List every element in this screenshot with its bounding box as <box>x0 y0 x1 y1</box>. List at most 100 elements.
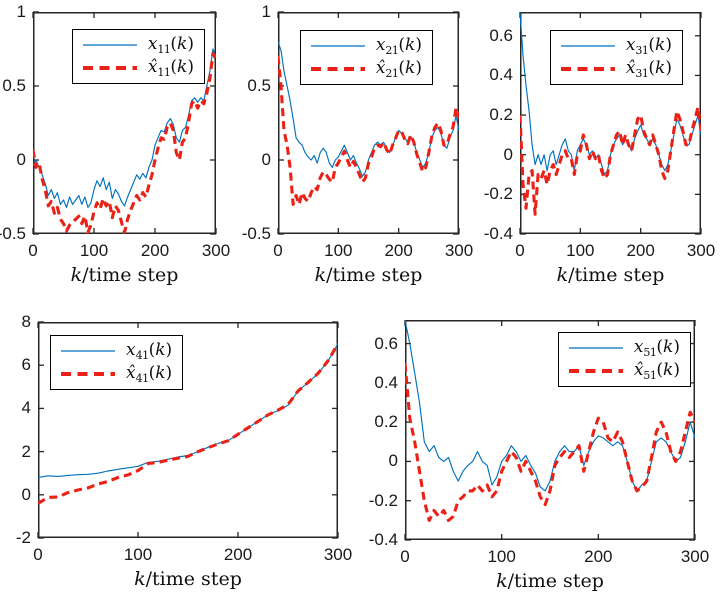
legend-label-x11(k): x11(k) <box>147 33 194 56</box>
dashed-line-sample-icon <box>560 67 615 71</box>
ytick-label-x21: 0 <box>261 150 271 169</box>
ytick-label-x41: 8 <box>21 312 31 331</box>
ytick-label-x51: -0.4 <box>368 530 398 549</box>
xtick-label-x51: 200 <box>584 547 613 566</box>
ytick-label-x31: 0.2 <box>489 105 513 125</box>
xtick-label-x21: 100 <box>324 241 353 260</box>
xlabel-var: k <box>134 568 146 590</box>
legend-label-xhat51(k): x̂51(k) <box>633 359 680 382</box>
subplot-x21: k/time step x21(k) x̂21(k) 1 0.5 0 -0.5 0 100 2… <box>242 2 473 286</box>
dashed-line-sample-icon <box>310 67 365 71</box>
solid-line-sample-icon <box>568 347 623 349</box>
legend-entry-x41(k): x41(k) <box>59 340 172 362</box>
series-xhat31(k) <box>520 105 701 216</box>
xtick-label-x41: 0 <box>33 545 43 564</box>
xtick-label-x21: 0 <box>273 241 283 260</box>
legend-label-xhat11(k): x̂11(k) <box>147 56 194 79</box>
axes-x21 <box>277 11 460 235</box>
subplot-x11: k/time step x11(k)x̂11(k) 10.50-0.501002… <box>0 2 230 286</box>
xtick-label-x41: 100 <box>123 545 153 564</box>
xlabel-rest: /time step <box>326 264 423 286</box>
xtick-label-x51: 0 <box>400 547 410 566</box>
legend-entry-x51(k): x51(k) <box>567 337 680 359</box>
legend-label-x31(k): x31(k) <box>625 34 672 57</box>
ytick-label-x31: 0.4 <box>489 65 513 85</box>
axes-box-x51 <box>405 320 695 540</box>
solid-line-sample-icon <box>310 45 365 47</box>
legend-x31: x31(k) x̂31(k) <box>549 30 683 85</box>
legend-x51: x51(k) x̂51(k) <box>557 332 691 387</box>
legend-label-xhat31(k): x̂31(k) <box>625 57 672 80</box>
legend-entry-x11(k): x11(k) <box>81 34 194 56</box>
legend-entry-x31(k): x31(k) <box>559 35 672 57</box>
dashed-line-sample-icon <box>568 369 623 373</box>
legend-entry-xhat21(k): x̂21(k) <box>309 58 422 80</box>
ytick-label-x31: 0.6 <box>489 25 513 45</box>
xlabel-var: k <box>70 264 83 286</box>
series-xhat51(k) <box>405 363 695 522</box>
legend-label-x41(k): x41(k) <box>126 339 173 362</box>
xtick-label-x51: 300 <box>680 547 710 566</box>
legend-entry-xhat31(k): x̂31(k) <box>559 58 672 80</box>
xlabel-x21: k/time step <box>315 264 423 286</box>
axes-x41 <box>37 321 339 539</box>
dashed-line-sample-icon <box>61 372 115 376</box>
xtick-label-x31: 0 <box>515 241 525 260</box>
ytick-label-x11: 0 <box>16 150 26 169</box>
subplot-x31: k/time step x31(k) x̂31(k) 0.6 0.4 0.2 0 -0.2… <box>484 12 715 286</box>
legend-entry-xhat51(k): x̂51(k) <box>567 360 680 382</box>
series-xhat41(k) <box>38 342 338 505</box>
axes-box-x21 <box>278 12 459 234</box>
axes-x11 <box>32 11 217 235</box>
legend-label-xhat21(k): x̂21(k) <box>375 57 422 80</box>
solid-line-sample-icon <box>82 44 137 46</box>
subplot-x51: k/time step x51(k) x̂51(k) 0.6 0.4 0.2 0 -0.2… <box>369 320 709 592</box>
ytick-label-x11: 1 <box>16 2 26 21</box>
xlabel-var: k <box>496 570 508 592</box>
xtick-label-x41: 200 <box>223 545 253 564</box>
xlabel-x41: k/time step <box>134 568 242 590</box>
xlabel-x51: k/time step <box>496 570 604 592</box>
legend-x11: x11(k) x̂11(k) <box>71 29 205 84</box>
xlabel-rest: /time step <box>82 264 179 286</box>
axes-box-x41 <box>38 322 338 538</box>
ytick-label-x21: -0.5 <box>241 224 271 243</box>
xtick-label-x21: 200 <box>384 241 413 260</box>
legend-label-x21(k): x21(k) <box>375 34 422 57</box>
xtick-label-x31: 300 <box>686 241 716 260</box>
legend-x21: x21(k) x̂21(k) <box>299 30 433 85</box>
legend-label-x51(k): x51(k) <box>633 336 680 359</box>
ytick-label-x11: 0.5 <box>2 76 26 95</box>
xtick-label-x11: 0 <box>28 241 38 260</box>
xtick-label-x31: 100 <box>566 241 595 260</box>
xlabel-var: k <box>314 264 327 286</box>
ytick-label-x31: 0 <box>503 144 513 164</box>
ytick-label-x41: 2 <box>21 441 31 461</box>
xlabel-x31: k/time step <box>557 264 665 286</box>
ytick-label-x31: -0.2 <box>483 184 513 204</box>
legend-entry-x21(k): x21(k) <box>309 35 422 57</box>
xtick-label-x51: 100 <box>487 547 516 566</box>
ytick-label-x11: -0.5 <box>0 224 26 243</box>
legend-entry-xhat41(k): x̂41(k) <box>59 363 172 385</box>
ytick-label-x51: -0.2 <box>368 490 398 510</box>
axes-x51 <box>404 320 696 541</box>
ytick-label-x21: 1 <box>261 2 271 21</box>
xtick-label-x11: 200 <box>140 241 170 260</box>
xlabel-x11: k/time step <box>71 264 179 286</box>
xtick-label-x11: 300 <box>201 241 231 260</box>
ytick-label-x41: -2 <box>15 528 31 547</box>
ytick-label-x51: 0 <box>388 451 398 471</box>
series-x11(k) <box>33 48 216 208</box>
solid-line-sample-icon <box>560 45 615 47</box>
xtick-label-x31: 200 <box>626 241 655 260</box>
solid-line-sample-icon <box>61 350 115 352</box>
xlabel-rest: /time step <box>568 264 665 286</box>
legend-label-xhat41(k): x̂41(k) <box>126 362 173 385</box>
series-xhat21(k) <box>278 56 459 206</box>
ytick-label-x41: 0 <box>21 484 31 504</box>
ytick-label-x31: -0.4 <box>483 224 513 243</box>
subplot-x41: k/time step x41(k) x̂41(k) 8 6 4 2 0 -2 0 100 200… <box>16 312 352 590</box>
legend-x41: x41(k) x̂41(k) <box>50 335 184 390</box>
